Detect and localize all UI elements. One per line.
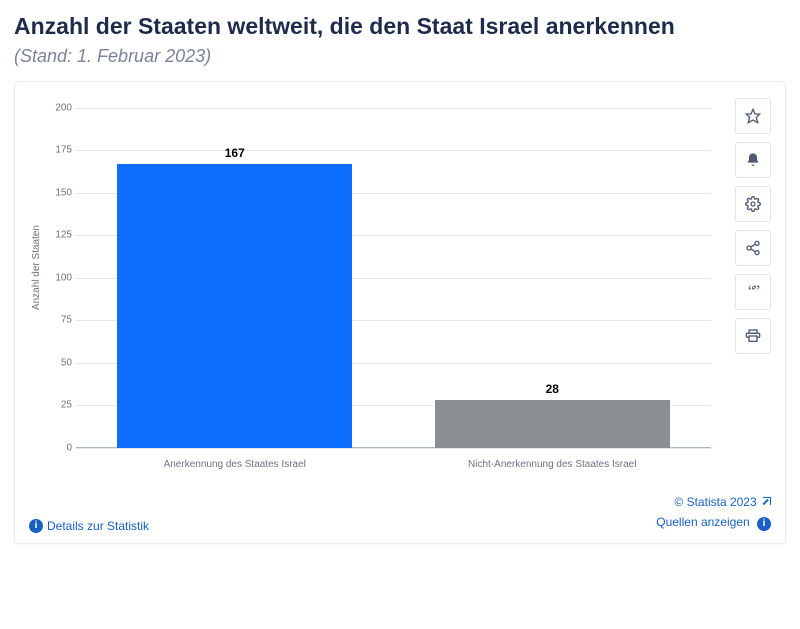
y-tick-label: 150 xyxy=(42,187,72,198)
settings-button[interactable] xyxy=(735,186,771,222)
bell-icon xyxy=(745,152,761,168)
y-tick-label: 100 xyxy=(42,272,72,283)
chart-toolbar: “” xyxy=(735,98,771,354)
notify-button[interactable] xyxy=(735,142,771,178)
bar-chart: 0 25 50 75 100 125 150 175 200 167 28 Anerkennung … xyxy=(42,98,711,478)
share-icon xyxy=(745,240,761,256)
gridline xyxy=(76,448,711,449)
bar-slot: 167 xyxy=(76,108,394,448)
y-tick-label: 125 xyxy=(42,230,72,241)
y-tick-label: 50 xyxy=(42,357,72,368)
x-tick-label: Nicht-Anerkennung des Staates Israel xyxy=(394,459,712,470)
chart-card: Anzahl der Staaten 0 25 50 75 100 125 150 175 20… xyxy=(14,81,786,544)
sources-link[interactable]: Quellen anzeigen i xyxy=(656,515,771,529)
info-icon: i xyxy=(757,517,771,531)
quote-icon: “” xyxy=(748,284,758,300)
gear-icon xyxy=(745,196,761,212)
page-subtitle: (Stand: 1. Februar 2023) xyxy=(14,46,786,67)
y-tick-label: 75 xyxy=(42,315,72,326)
print-icon xyxy=(745,328,761,344)
y-tick-label: 25 xyxy=(42,400,72,411)
print-button[interactable] xyxy=(735,318,771,354)
bar[interactable]: 167 xyxy=(117,164,352,448)
info-icon: i xyxy=(29,519,43,533)
page-title: Anzahl der Staaten weltweit, die den Sta… xyxy=(14,12,786,42)
bar[interactable]: 28 xyxy=(435,400,670,448)
copyright-text: © Statista 2023 xyxy=(656,492,771,512)
bars-container: 167 28 xyxy=(76,108,711,448)
star-icon xyxy=(745,108,761,124)
external-link-icon xyxy=(763,497,771,505)
y-tick-label: 175 xyxy=(42,145,72,156)
details-label: Details zur Statistik xyxy=(47,519,149,533)
y-tick-label: 0 xyxy=(42,442,72,453)
bar-value-label: 28 xyxy=(435,382,670,396)
cite-button[interactable]: “” xyxy=(735,274,771,310)
y-tick-label: 200 xyxy=(42,102,72,113)
bar-slot: 28 xyxy=(394,108,712,448)
chart-footer: i Details zur Statistik © Statista 2023 … xyxy=(29,492,771,533)
favorite-button[interactable] xyxy=(735,98,771,134)
x-tick-label: Anerkennung des Staates Israel xyxy=(76,459,394,470)
details-link[interactable]: i Details zur Statistik xyxy=(29,519,149,533)
y-axis-title: Anzahl der Staaten xyxy=(29,225,42,310)
share-button[interactable] xyxy=(735,230,771,266)
bar-value-label: 167 xyxy=(117,146,352,160)
